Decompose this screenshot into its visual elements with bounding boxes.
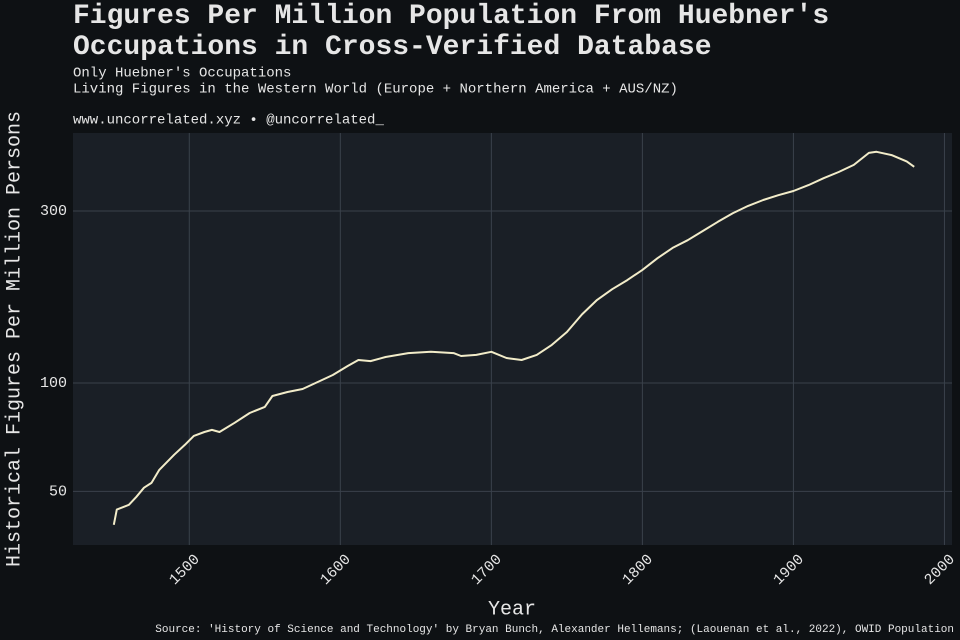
line (112, 150, 915, 525)
subtitle: Living Figures in the Western World (Eur… (73, 82, 678, 98)
x-tick-label: 1800 (619, 551, 656, 588)
x-tick-label: 1600 (317, 551, 354, 588)
x-tick-label: 1500 (166, 551, 203, 588)
x-tick-label: 1900 (770, 551, 807, 588)
credit: www.uncorrelated.xyz • @uncorrelated_ (73, 113, 384, 129)
source: Source: 'History of Science and Technolo… (155, 624, 954, 636)
x-tick-label: 1700 (468, 551, 505, 588)
chart-title: Figures Per Million Population From Hueb… (73, 1, 829, 63)
y-tick-label: 300 (40, 203, 67, 220)
y-tick-label: 100 (40, 375, 67, 392)
plot-panel (73, 133, 952, 545)
y-tick-label: 50 (49, 483, 67, 500)
x-axis-label: Year (488, 598, 536, 621)
y-axis-label: Historical Figures Per Million Persons (3, 111, 26, 567)
subtitle: Only Huebner's Occupations (73, 66, 291, 82)
x-tick-label: 2000 (921, 551, 958, 588)
